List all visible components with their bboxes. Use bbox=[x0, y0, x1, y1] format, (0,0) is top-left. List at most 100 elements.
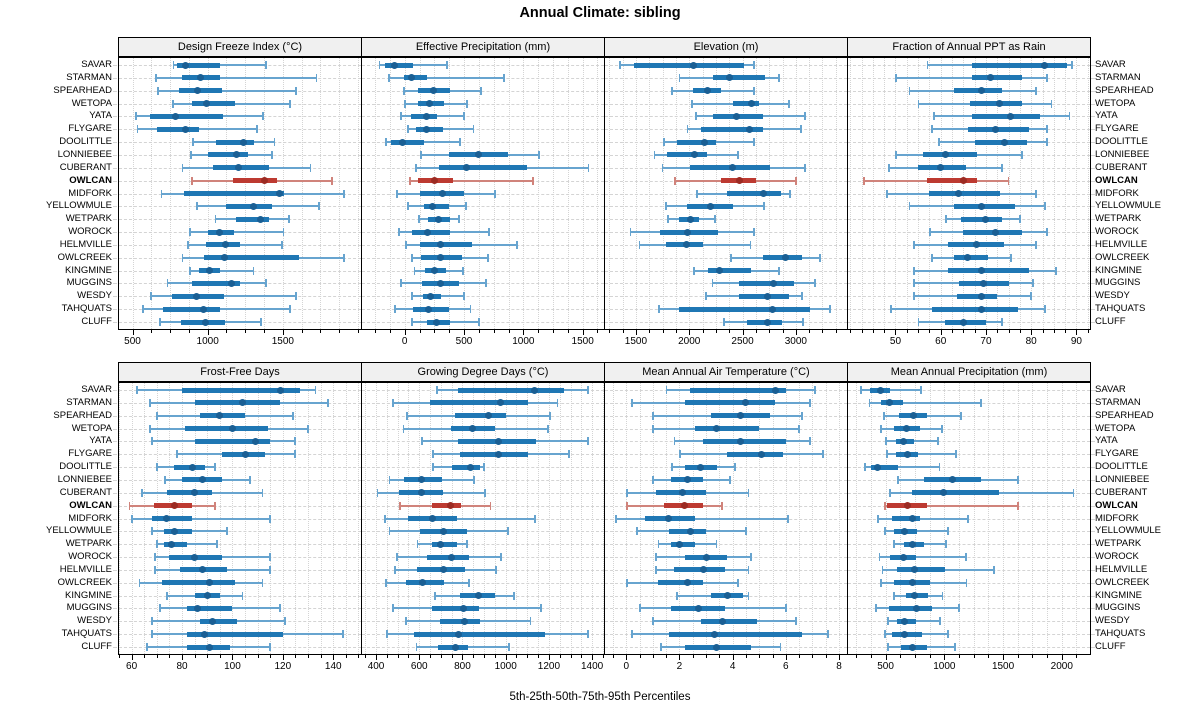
whisker-cap-low bbox=[660, 643, 663, 651]
axis-tick-minor bbox=[157, 655, 158, 658]
gridline-vertical bbox=[873, 58, 874, 329]
row-guide bbox=[848, 596, 1090, 597]
row-guide-stub-left bbox=[113, 596, 117, 597]
whisker-cap-high bbox=[342, 253, 345, 262]
whisker-cap-high bbox=[586, 630, 589, 639]
axis-tick-major bbox=[462, 655, 463, 660]
site-label-right: HELMVILLE bbox=[1095, 563, 1148, 575]
whisker-cap-high bbox=[477, 318, 480, 326]
row-guide-stub-right bbox=[1091, 519, 1095, 520]
whisker-cap-high bbox=[808, 398, 811, 407]
whisker-cap-high bbox=[1034, 189, 1037, 198]
whisker-cap-low bbox=[883, 527, 886, 536]
median-dot bbox=[977, 267, 985, 275]
axis-tick-minor bbox=[1065, 330, 1066, 333]
median-dot bbox=[436, 254, 444, 262]
whisker-cap-high bbox=[317, 202, 320, 211]
median-dot bbox=[424, 305, 432, 313]
axis-tick-minor bbox=[538, 330, 539, 333]
site-label-left: OWLCAN bbox=[69, 499, 112, 511]
axis-tick-major bbox=[679, 655, 680, 660]
whisker-line bbox=[869, 401, 982, 404]
median-dot bbox=[447, 502, 455, 510]
whisker-line bbox=[615, 517, 789, 520]
whisker-cap-high bbox=[966, 514, 969, 523]
gridline-vertical bbox=[583, 58, 584, 329]
interquartile-bar bbox=[194, 400, 281, 406]
median-dot bbox=[430, 177, 438, 185]
row-guide-stub-right bbox=[1091, 429, 1095, 430]
row-guide bbox=[362, 206, 604, 207]
gridline-vertical bbox=[283, 383, 284, 654]
axis-tick-label: 1000 bbox=[512, 336, 535, 347]
median-dot bbox=[770, 279, 778, 287]
axis-tick-major bbox=[733, 655, 734, 660]
whisker-cap-low bbox=[156, 540, 159, 549]
median-dot bbox=[250, 202, 258, 210]
median-dot bbox=[192, 292, 200, 300]
axis-tick-minor bbox=[1020, 330, 1021, 333]
whisker-cap-high bbox=[327, 398, 330, 407]
median-dot bbox=[701, 138, 709, 146]
site-label-left: DOOLITTLE bbox=[59, 461, 112, 473]
whisker-cap-low bbox=[625, 501, 628, 510]
interquartile-bar bbox=[892, 516, 920, 521]
median-dot bbox=[903, 502, 911, 510]
interquartile-bar bbox=[438, 165, 527, 171]
row-guide bbox=[119, 531, 361, 532]
gridline-vertical bbox=[571, 383, 572, 654]
median-dot bbox=[732, 112, 740, 120]
whisker-cap-low bbox=[663, 138, 665, 147]
whisker-cap-high bbox=[548, 411, 551, 420]
whisker-cap-high bbox=[822, 450, 824, 459]
whisker-cap-high bbox=[762, 202, 765, 211]
row-guide-stub-right bbox=[1091, 219, 1095, 220]
whisker-cap-high bbox=[1046, 125, 1048, 134]
row-guide-stub-left bbox=[113, 390, 117, 391]
median-dot bbox=[191, 489, 199, 497]
axis-tick-major bbox=[1062, 655, 1063, 660]
row-guide-stub-left bbox=[113, 142, 117, 143]
axis-tick-minor bbox=[929, 330, 930, 333]
axis-tick-label: 6 bbox=[783, 661, 789, 672]
interquartile-bar bbox=[961, 216, 1002, 222]
whisker-cap-low bbox=[386, 630, 389, 639]
axis-tick-minor bbox=[560, 655, 561, 658]
median-dot bbox=[228, 279, 236, 287]
axis-tick-minor bbox=[473, 655, 474, 658]
gridline-vertical bbox=[549, 383, 550, 654]
whisker-cap-low bbox=[148, 424, 151, 433]
site-label-right: FLYGARE bbox=[1095, 123, 1139, 135]
whisker-cap-low bbox=[885, 437, 887, 446]
median-dot bbox=[276, 386, 284, 394]
whisker-cap-high bbox=[314, 386, 317, 394]
median-dot bbox=[461, 617, 469, 625]
whisker-cap-high bbox=[941, 591, 944, 600]
row-guide-stub-right bbox=[1091, 403, 1095, 404]
whisker-cap-high bbox=[814, 279, 816, 288]
row-guide-stub-right bbox=[1091, 194, 1095, 195]
axis-tick-minor bbox=[553, 330, 554, 333]
whisker-cap-low bbox=[136, 386, 138, 394]
whisker-cap-low bbox=[888, 163, 890, 172]
whisker-cap-low bbox=[404, 240, 407, 249]
gridline-vertical bbox=[676, 58, 677, 329]
axis-tick-minor bbox=[346, 655, 347, 658]
whisker-cap-low bbox=[661, 163, 664, 172]
interquartile-bar bbox=[972, 113, 1041, 119]
axis-tick-minor bbox=[571, 655, 572, 658]
axis-tick-major bbox=[464, 330, 465, 335]
interquartile-bar bbox=[922, 152, 977, 158]
axis-tick-minor bbox=[538, 655, 539, 658]
whisker-line bbox=[157, 89, 297, 92]
whisker-cap-high bbox=[747, 565, 750, 574]
row-guide bbox=[605, 194, 847, 195]
gridline-vertical bbox=[1047, 383, 1048, 654]
site-label-left: FLYGARE bbox=[68, 448, 112, 460]
row-guide bbox=[119, 467, 361, 468]
row-guide bbox=[848, 634, 1090, 635]
whisker-cap-high bbox=[331, 176, 334, 185]
whisker-cap-low bbox=[883, 630, 886, 639]
row-guide bbox=[848, 416, 1090, 417]
whisker-cap-low bbox=[937, 138, 940, 147]
